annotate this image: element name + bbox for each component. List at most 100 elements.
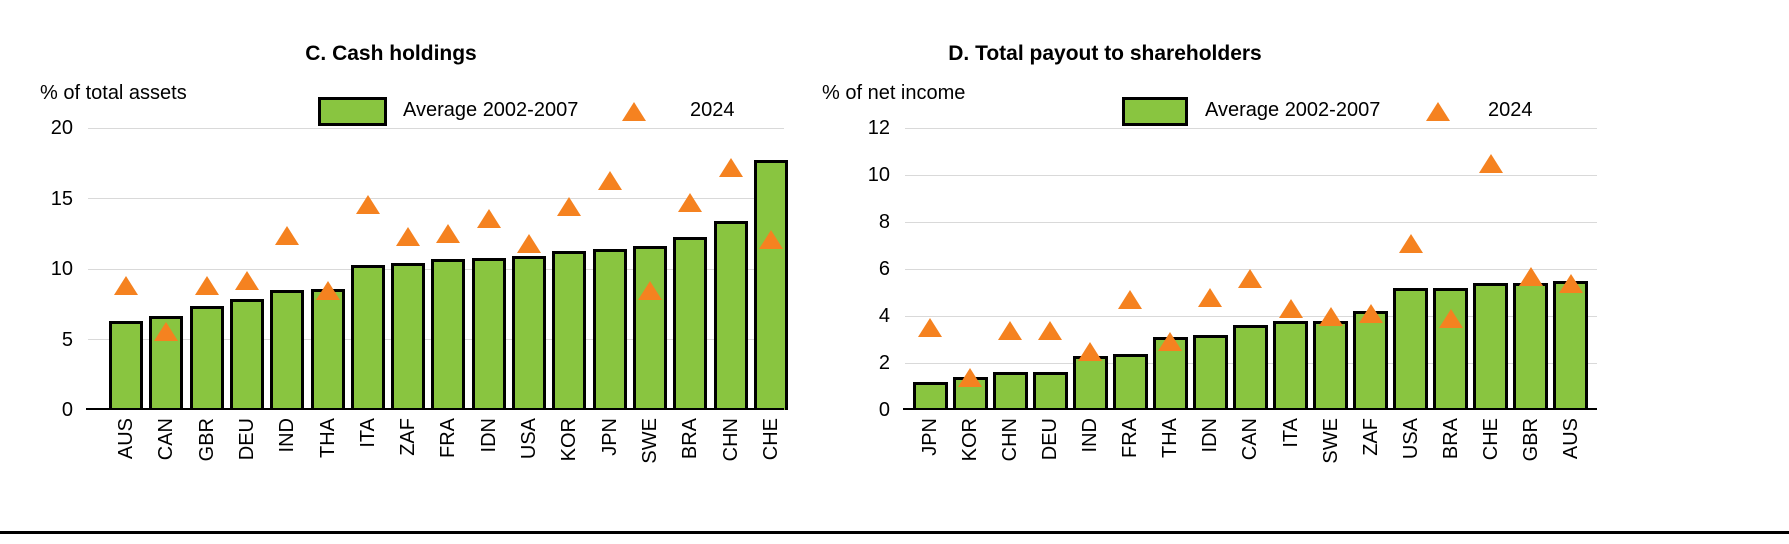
y-tick-label-10: 10 xyxy=(50,258,73,280)
chart-d-title: D. Total payout to shareholders xyxy=(948,42,1262,65)
marker-2024-CHN xyxy=(998,320,1023,340)
category-label-FRA: FRA xyxy=(1119,418,1142,458)
y-tick-label-20: 20 xyxy=(50,117,73,139)
gridline-10 xyxy=(905,174,1597,176)
chart-c-plot-area: 20 15 10 5 0 AUS CAN GBR DEU IND THA ITA ZAF FRA IDN US… xyxy=(51,117,788,464)
category-label-KOR: KOR xyxy=(959,418,982,462)
y-tick-label-6: 6 xyxy=(878,258,890,280)
marker-2024-JPN xyxy=(597,170,622,190)
marker-2024-ITA xyxy=(355,194,380,214)
bar-USA xyxy=(1393,287,1429,410)
bar-BRA xyxy=(1433,287,1469,410)
chart-d-plot-area: 12 10 8 6 4 2 0 JPN KOR CHN DEU IND FRA THA IDN CAN ITA S… xyxy=(868,117,1597,464)
bar-BRA xyxy=(673,236,708,410)
marker-2024-FRA xyxy=(1118,290,1143,310)
marker-2024-GBR xyxy=(194,276,219,296)
category-label-CHE: CHE xyxy=(1479,418,1502,461)
marker-2024-DEU xyxy=(234,270,259,290)
bar-IDN xyxy=(1192,334,1228,410)
bar-CAN xyxy=(1232,325,1268,410)
marker-2024-IND xyxy=(275,225,300,245)
bar-JPN xyxy=(912,381,948,410)
bar-ITA xyxy=(1273,320,1309,410)
bar-GBR xyxy=(1513,283,1549,410)
chart-d-y-axis-unit-label: % of net income xyxy=(822,82,966,104)
category-label-JPN: JPN xyxy=(919,418,941,456)
marker-2024-ZAF xyxy=(396,227,421,247)
marker-2024-FRA xyxy=(436,224,461,244)
bar-SWE xyxy=(632,246,667,410)
y-tick-label-0: 0 xyxy=(878,399,890,421)
gridline-12 xyxy=(905,127,1597,129)
bar-CHN xyxy=(992,372,1028,410)
legend-bar-swatch xyxy=(318,97,387,126)
bar-SWE xyxy=(1313,320,1349,410)
marker-2024-CAN xyxy=(154,321,179,341)
y-tick-label-10: 10 xyxy=(867,164,890,186)
legend-bar-label: Average 2002-2007 xyxy=(1205,99,1381,121)
marker-2024-IND xyxy=(1078,341,1103,361)
marker-2024-ITA xyxy=(1278,299,1303,319)
y-tick-label-12: 12 xyxy=(867,117,890,139)
category-label-USA: USA xyxy=(1399,418,1422,460)
bar-DEU xyxy=(1032,372,1068,410)
category-label-THA: THA xyxy=(1159,418,1182,458)
bar-USA xyxy=(512,256,546,410)
chart-c-title: C. Cash holdings xyxy=(305,42,477,65)
gridline-15 xyxy=(88,198,784,199)
bar-IDN xyxy=(471,257,506,410)
marker-2024-AUS xyxy=(1558,273,1583,293)
bar-IND xyxy=(1072,355,1108,410)
y-tick-label-4: 4 xyxy=(878,305,890,327)
y-tick-label-5: 5 xyxy=(61,328,73,351)
x-axis-line xyxy=(903,408,1597,410)
marker-2024-USA xyxy=(1398,233,1423,253)
marker-2024-ZAF xyxy=(1358,304,1383,324)
legend-bar-label: Average 2002-2007 xyxy=(403,99,579,121)
bar-DEU xyxy=(229,298,264,410)
marker-2024-IDN xyxy=(476,208,501,228)
category-label-IDN: IDN xyxy=(1199,418,1222,453)
marker-2024-CHE xyxy=(758,229,783,249)
category-label-BRA: BRA xyxy=(1439,418,1462,460)
chart-c-y-axis-unit-label: % of total assets xyxy=(40,82,187,104)
marker-2024-CHN xyxy=(718,157,743,177)
y-tick-label-15: 15 xyxy=(50,187,73,210)
marker-2024-THA xyxy=(1158,332,1183,352)
bar-JPN xyxy=(592,249,627,410)
category-label-ZAF: ZAF xyxy=(1359,418,1382,456)
marker-2024-GBR xyxy=(1518,266,1543,286)
y-tick-label-2: 2 xyxy=(878,352,890,374)
bar-ZAF xyxy=(1353,311,1389,410)
category-label-IND: IND xyxy=(1079,418,1102,453)
marker-2024-BRA xyxy=(1438,308,1463,328)
category-label-CAN: CAN xyxy=(1239,418,1262,461)
marker-2024-CAN xyxy=(1238,268,1263,288)
legend-triangle-icon xyxy=(622,102,646,121)
marker-2024-THA xyxy=(315,280,340,300)
legend-triangle-icon xyxy=(1426,102,1450,121)
bottom-divider-rule xyxy=(0,531,1789,534)
category-label-SWE: SWE xyxy=(1319,418,1342,464)
gridline-8 xyxy=(905,221,1597,223)
marker-2024-USA xyxy=(517,234,541,254)
bar-AUS xyxy=(1553,280,1589,410)
gridline-4 xyxy=(905,315,1597,317)
bar-CHE xyxy=(1473,283,1509,410)
category-label-DEU: DEU xyxy=(1039,418,1062,461)
bar-FRA xyxy=(431,259,466,410)
bar-GBR xyxy=(189,305,224,410)
marker-2024-JPN xyxy=(918,318,942,338)
bar-ITA xyxy=(350,264,385,410)
marker-2024-BRA xyxy=(678,193,703,213)
marker-2024-CHE xyxy=(1478,153,1503,173)
category-label-GBR: GBR xyxy=(1519,418,1542,462)
bar-THA xyxy=(310,288,345,410)
bar-ZAF xyxy=(391,263,426,410)
legend-marker-label: 2024 xyxy=(690,99,735,121)
category-label-ITA: ITA xyxy=(1279,418,1302,448)
bar-CHN xyxy=(713,221,748,410)
bar-KOR xyxy=(552,250,587,410)
